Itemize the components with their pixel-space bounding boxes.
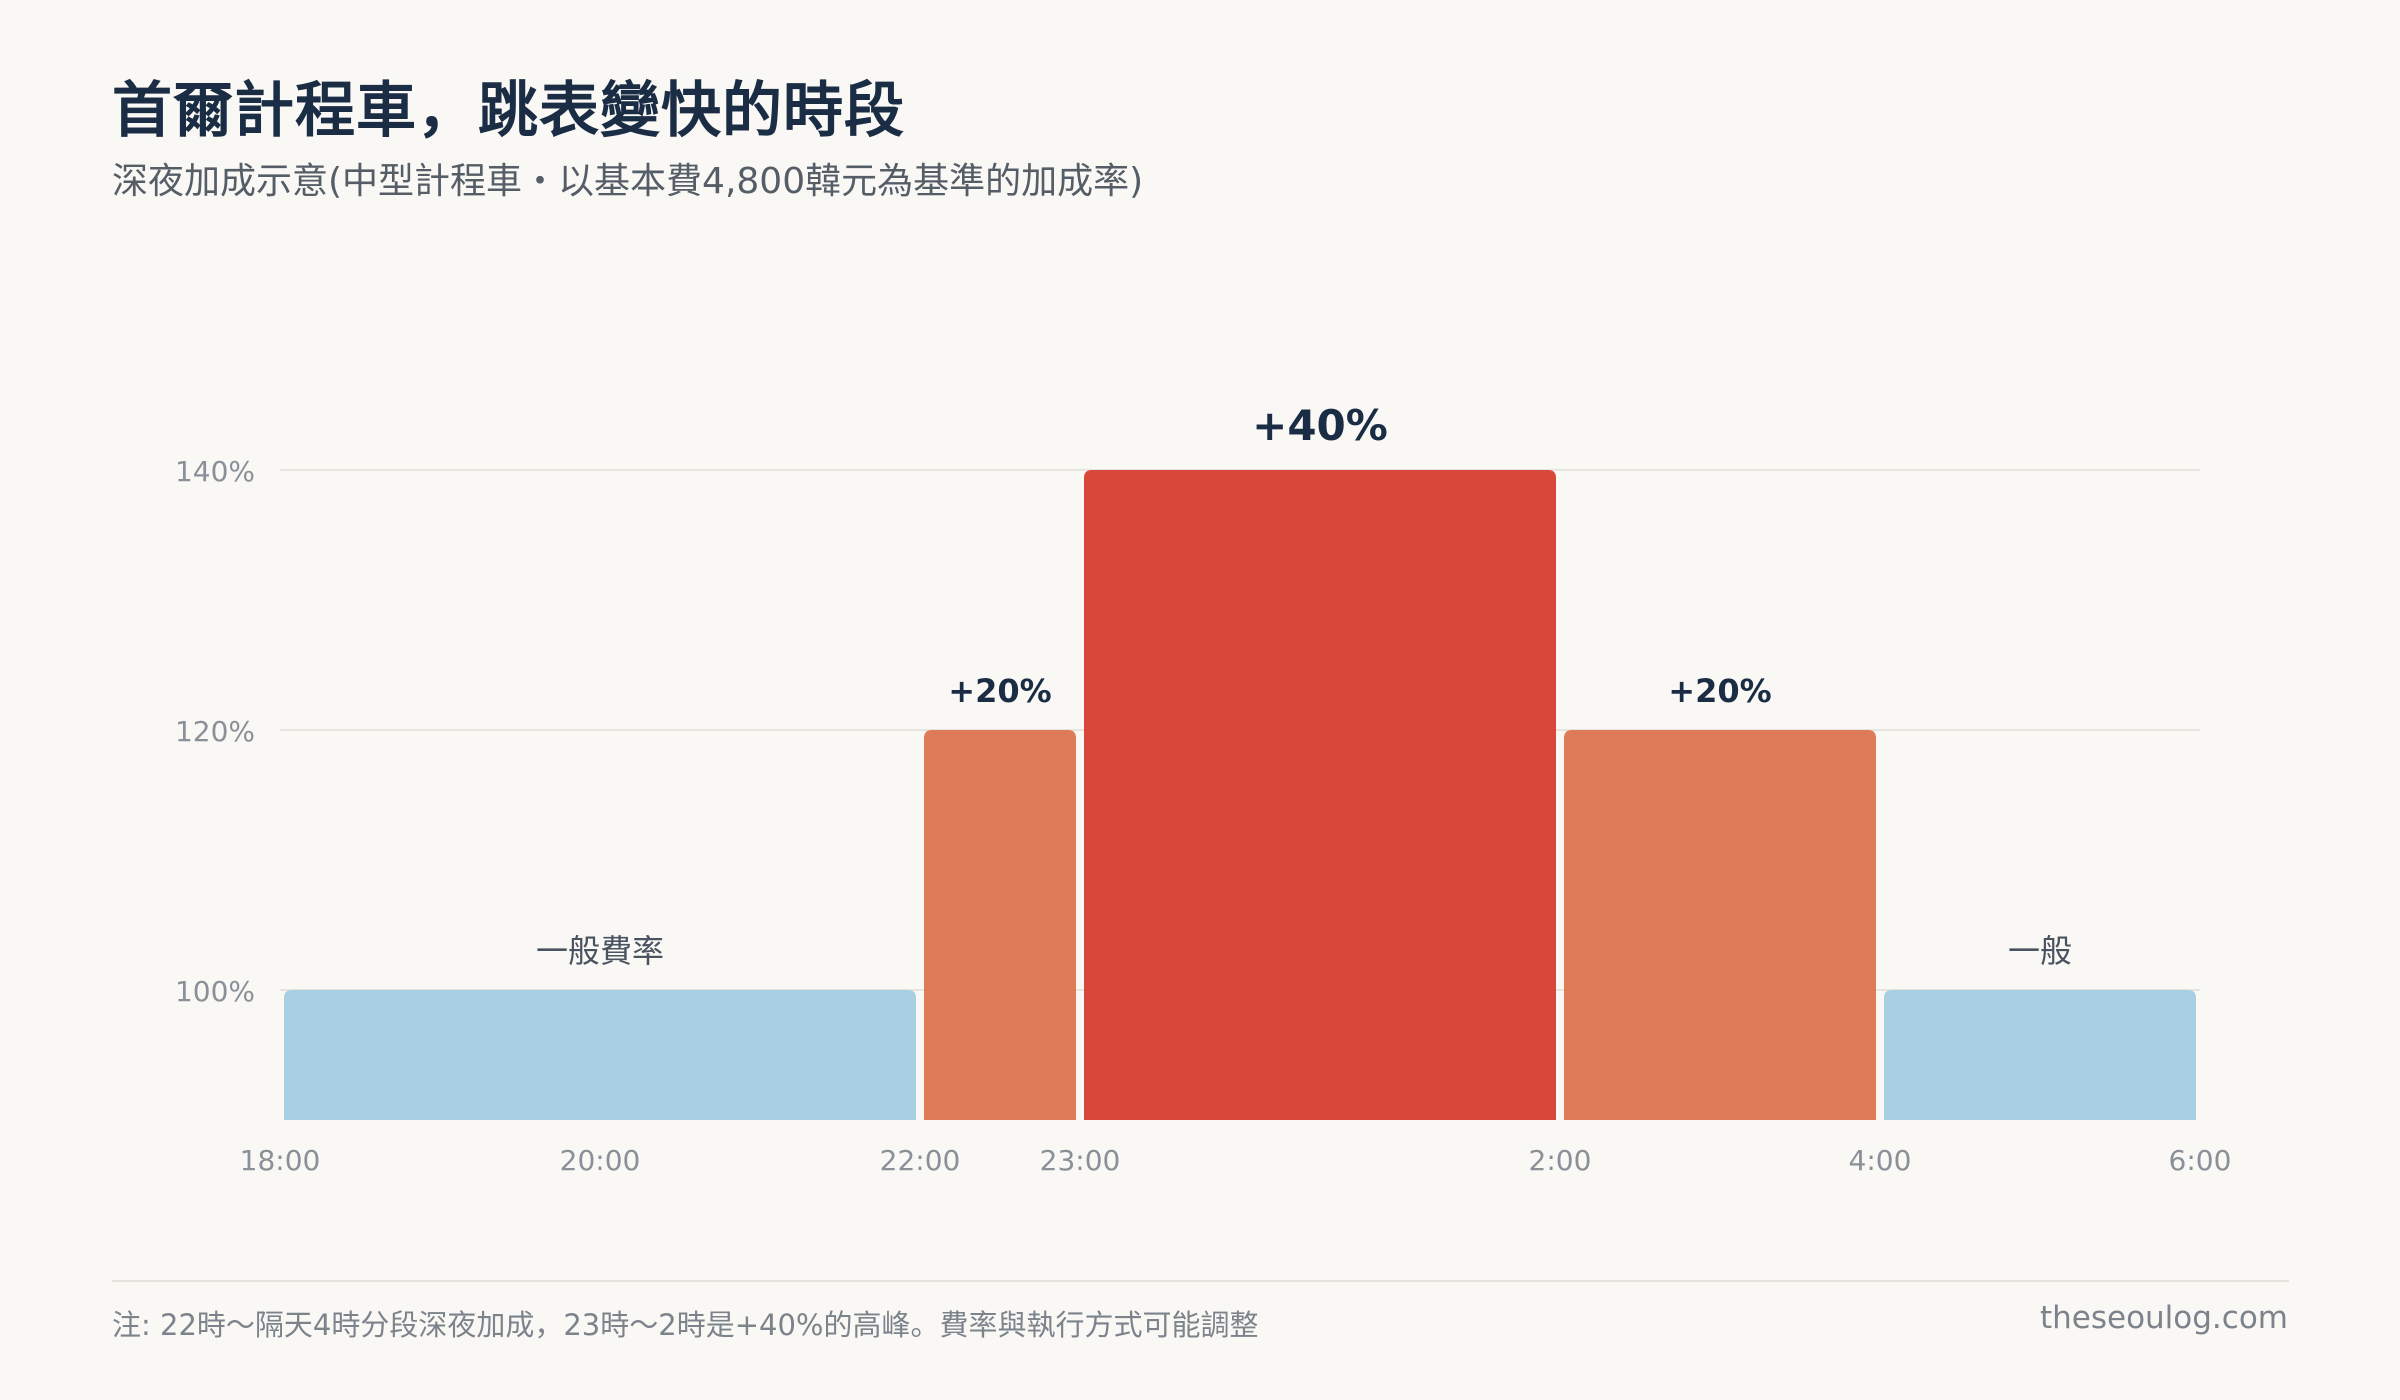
bar-0 <box>284 990 916 1120</box>
footer-divider <box>112 1280 2289 1282</box>
source-credit: theseoulog.com <box>2039 1300 2288 1336</box>
bar-4 <box>1884 990 2196 1120</box>
chart-subtitle: 深夜加成示意(中型計程車・以基本費4,800韓元為基準的加成率) <box>112 161 1144 202</box>
x-tick-label: 20:00 <box>560 1144 641 1177</box>
bar-label: +40% <box>1252 401 1388 450</box>
footnote: 注: 22時～隔天4時分段深夜加成，23時～2時是+40%的高峰。費率與執行方式… <box>112 1308 1259 1342</box>
bar-3 <box>1564 730 1876 1120</box>
bar-label: 一般費率 <box>536 932 664 970</box>
bar-2 <box>1084 470 1556 1120</box>
x-tick-label: 4:00 <box>1849 1144 1912 1177</box>
bar-1 <box>924 730 1076 1120</box>
x-tick-label: 2:00 <box>1529 1144 1592 1177</box>
x-tick-label: 6:00 <box>2169 1144 2232 1177</box>
x-tick-label: 22:00 <box>880 1144 961 1177</box>
bar-label: +20% <box>1668 672 1771 710</box>
y-tick-label: 120% <box>175 715 255 748</box>
y-tick-label: 140% <box>175 455 255 488</box>
bar-label: +20% <box>948 672 1051 710</box>
chart-title: 首爾計程車，跳表變快的時段 <box>112 76 905 146</box>
surcharge-chart: 100% 120% 140% 一般費率 +20% +40% +20% 一般 18:00 20:00… <box>175 401 2232 1177</box>
y-tick-label: 100% <box>175 975 255 1008</box>
x-tick-label: 23:00 <box>1040 1144 1121 1177</box>
x-tick-label: 18:00 <box>240 1144 321 1177</box>
bar-label: 一般 <box>2008 932 2072 970</box>
